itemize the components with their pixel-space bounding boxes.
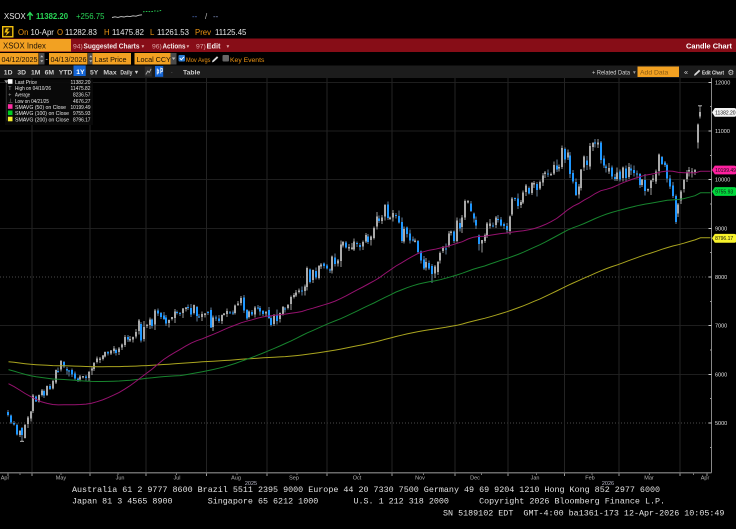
svg-text:Add Data: Add Data	[640, 69, 669, 76]
svg-text:8000: 8000	[715, 275, 727, 281]
svg-text:12000: 12000	[715, 80, 730, 86]
svg-text:8796.17: 8796.17	[73, 118, 91, 124]
svg-text:1M: 1M	[31, 70, 41, 77]
svg-text:2025: 2025	[245, 481, 257, 487]
svg-text:--: --	[192, 12, 198, 21]
svg-text:Sep: Sep	[289, 475, 299, 481]
svg-text:SMAVG (100) on Close: SMAVG (100) on Close	[15, 111, 69, 117]
svg-text:▾: ▾	[142, 44, 145, 50]
svg-text:High on 04/10/26: High on 04/10/26	[15, 86, 51, 92]
svg-text:5000: 5000	[715, 421, 727, 427]
svg-text:Edit Chart: Edit Chart	[702, 71, 724, 77]
svg-text:▼: ▼	[134, 70, 139, 76]
svg-text:11475.82: 11475.82	[71, 86, 91, 92]
svg-text:10199.49: 10199.49	[71, 105, 91, 111]
svg-text:Jun: Jun	[116, 475, 125, 481]
svg-text:Nov: Nov	[415, 475, 425, 481]
svg-text:8236.57: 8236.57	[73, 93, 91, 99]
svg-text:Jan: Jan	[531, 475, 540, 481]
svg-text:11475.82: 11475.82	[112, 28, 144, 37]
svg-text:6M: 6M	[45, 70, 55, 77]
svg-text:O: O	[57, 28, 63, 37]
svg-text:11125.45: 11125.45	[215, 28, 247, 37]
svg-text:·: ·	[171, 69, 173, 76]
svg-text:Last Price: Last Price	[95, 55, 127, 64]
svg-text:+ Related Data: + Related Data	[592, 70, 630, 77]
svg-text:Max: Max	[103, 70, 116, 77]
svg-text:8796.17: 8796.17	[715, 236, 733, 242]
svg-text:▾: ▾	[227, 44, 230, 50]
svg-text:Dec: Dec	[470, 475, 480, 481]
svg-text:11000: 11000	[715, 129, 730, 135]
svg-text:10199.49: 10199.49	[715, 168, 736, 174]
svg-text:Low on 04/21/25: Low on 04/21/25	[15, 99, 49, 105]
svg-text:«: «	[684, 68, 688, 77]
svg-text:▾: ▾	[633, 70, 636, 76]
svg-text:+256.75: +256.75	[76, 12, 105, 21]
svg-text:9000: 9000	[715, 226, 727, 232]
svg-text:SMAVG (50) on Close: SMAVG (50) on Close	[15, 105, 66, 111]
svg-text:-: -	[46, 55, 49, 64]
svg-text:6000: 6000	[715, 372, 727, 378]
svg-text:Daily: Daily	[120, 70, 132, 77]
svg-text:3D: 3D	[17, 70, 26, 77]
svg-text:2026: 2026	[602, 481, 614, 487]
svg-text:/: /	[205, 12, 208, 21]
svg-text:▾: ▾	[187, 44, 190, 50]
svg-text:11282.83: 11282.83	[65, 28, 97, 37]
svg-text:Average: Average	[15, 93, 30, 99]
svg-text:Mar: Mar	[644, 475, 654, 481]
svg-text:Actions: Actions	[163, 44, 186, 51]
svg-text:Edit: Edit	[207, 44, 222, 51]
svg-text:⊥: ⊥	[8, 99, 13, 105]
svg-text:Key Events: Key Events	[230, 57, 265, 64]
svg-text:Candle Chart: Candle Chart	[686, 42, 732, 51]
svg-text:5Y: 5Y	[90, 70, 99, 77]
svg-text:Feb: Feb	[585, 475, 594, 481]
svg-text:1Y: 1Y	[76, 69, 85, 76]
svg-text:1D: 1D	[4, 70, 13, 77]
svg-text:96): 96)	[152, 44, 162, 51]
svg-text:10-Apr: 10-Apr	[31, 28, 55, 37]
svg-text:Jul: Jul	[173, 475, 180, 481]
svg-text:--: --	[213, 12, 219, 21]
svg-text:Suggested Charts: Suggested Charts	[84, 44, 140, 51]
svg-text:Last Price: Last Price	[15, 80, 37, 86]
svg-text:Table: Table	[183, 70, 200, 77]
svg-text:SMAVG (200) on Close: SMAVG (200) on Close	[15, 118, 69, 124]
svg-text:Oct: Oct	[353, 475, 362, 481]
svg-text:+: +	[8, 92, 11, 98]
svg-text:Local CCY: Local CCY	[137, 55, 172, 64]
svg-text:11261.53: 11261.53	[157, 28, 189, 37]
svg-text:04/13/2026: 04/13/2026	[51, 55, 87, 64]
svg-text:9755.93: 9755.93	[715, 189, 733, 195]
svg-text:XSOX Index: XSOX Index	[3, 42, 46, 51]
svg-text:11382.20: 11382.20	[36, 12, 69, 21]
svg-text:YTD: YTD	[59, 70, 73, 77]
svg-text:Japan 81 3 4565 8900 Sin: Japan 81 3 4565 8900 Singapore 65 6212 1…	[72, 497, 665, 507]
svg-text:94): 94)	[73, 44, 83, 51]
svg-text:Apr: Apr	[701, 475, 710, 481]
svg-text:4676.27: 4676.27	[73, 99, 91, 105]
svg-text:Apr: Apr	[1, 475, 10, 481]
svg-text:XSOX: XSOX	[4, 12, 26, 21]
svg-text:9755.93: 9755.93	[73, 111, 91, 117]
svg-text:Australia 61 2 9777 8600 Brazi: Australia 61 2 9777 8600 Brazil 5511 239…	[72, 485, 660, 495]
svg-text:T: T	[8, 86, 12, 92]
svg-text:May: May	[56, 475, 67, 481]
svg-text:Aug: Aug	[231, 475, 241, 481]
svg-text:SN 5189102 EDT GMT-4:00 ba136: SN 5189102 EDT GMT-4:00 ba1361-173 12-Ap…	[443, 508, 724, 518]
svg-text:11382.20: 11382.20	[71, 80, 91, 86]
svg-text:⚙: ⚙	[728, 68, 735, 77]
svg-text:Mov Avgs: Mov Avgs	[186, 57, 211, 64]
svg-text:11382.20: 11382.20	[715, 110, 736, 116]
svg-text:L: L	[150, 28, 155, 37]
svg-text:04/12/2025: 04/12/2025	[2, 55, 38, 64]
svg-text:Prev: Prev	[195, 28, 211, 37]
svg-text:97): 97)	[196, 44, 206, 51]
svg-text:On: On	[18, 28, 28, 37]
svg-text:10000: 10000	[715, 178, 730, 184]
svg-text:H: H	[104, 28, 110, 37]
svg-text:7000: 7000	[715, 324, 727, 330]
